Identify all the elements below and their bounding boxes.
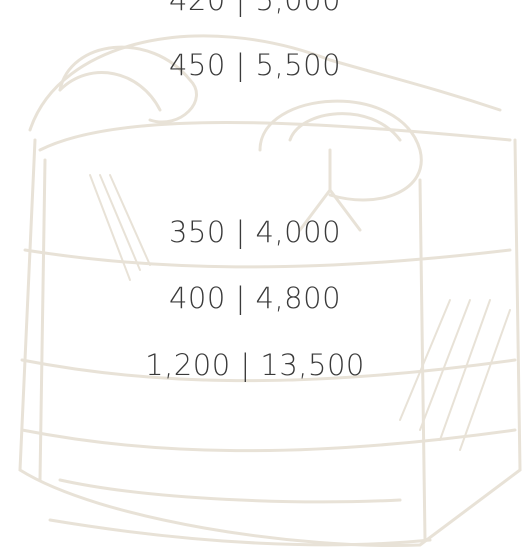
page: 420 | 5,000 450 | 5,500 350 | 4,000 400 … (0, 0, 532, 557)
item-text: 350 | 4,000 (0, 214, 510, 250)
item-text: 450 | 5,500 (0, 47, 510, 83)
item-text: 1,200 | 13,500 (0, 347, 510, 383)
item-text: 400 | 4,800 (0, 280, 510, 316)
basket-sketch (0, 0, 532, 557)
item-text: 420 | 5,000 (0, 0, 510, 18)
